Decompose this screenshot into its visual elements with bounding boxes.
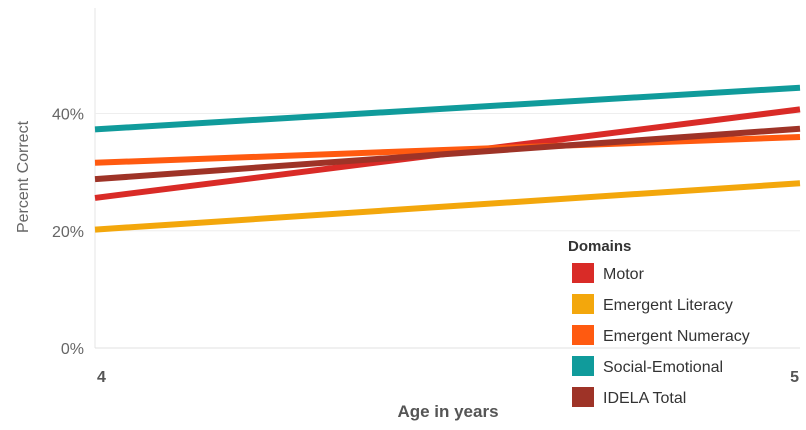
legend-swatch (572, 263, 594, 283)
legend-swatch (572, 387, 594, 407)
legend-label: Motor (603, 266, 645, 283)
y-tick-label: 40% (52, 107, 84, 124)
legend-label: Emergent Literacy (603, 297, 733, 314)
series-line-emergent-literacy (94, 180, 801, 233)
x-axis-label: Age in years (397, 402, 498, 421)
x-tick-label: 4 (97, 369, 106, 386)
series-line-social-emotional (94, 84, 801, 133)
legend-swatch (572, 325, 594, 345)
legend-swatch (572, 294, 594, 314)
axis-layer: Percent Correct Age in years 0% 20% 40% 4 5 (15, 107, 799, 421)
legend-swatch (572, 356, 594, 376)
y-tick-label: 20% (52, 224, 84, 241)
legend-title: Domains (568, 238, 631, 255)
legend: Domains Motor Emergent Literacy Emergent N… (568, 238, 750, 407)
series-line-emergent-numeracy (94, 133, 801, 166)
x-tick-label: 5 (790, 369, 799, 386)
y-axis-label: Percent Correct (15, 120, 32, 233)
legend-label: Social-Emotional (603, 359, 723, 376)
legend-label: Emergent Numeracy (603, 328, 750, 345)
series-line-idela-total (94, 125, 801, 183)
legend-label: IDELA Total (603, 390, 686, 407)
series-layer (94, 84, 801, 233)
y-tick-label: 0% (61, 341, 84, 358)
